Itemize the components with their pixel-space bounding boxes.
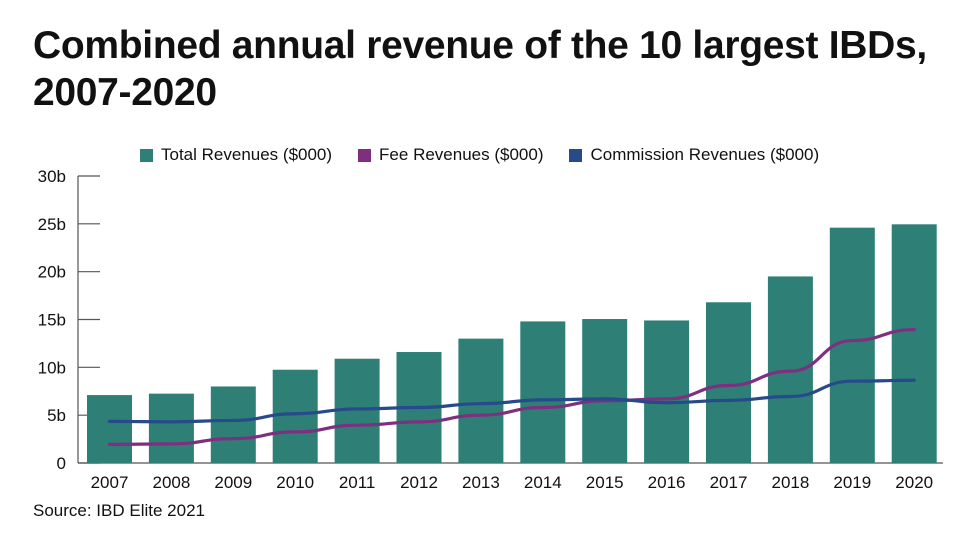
legend-item-total: Total Revenues ($000) [140, 145, 332, 165]
bar-total-2016 [644, 320, 690, 463]
legend-label-total: Total Revenues ($000) [161, 145, 333, 164]
bar-total-2009 [210, 386, 256, 463]
x-tick-label: 2009 [214, 473, 252, 492]
bar-total-2015 [582, 319, 628, 463]
x-tick-label: 2011 [339, 473, 376, 492]
x-tick-label: 2010 [276, 473, 314, 492]
x-tick-label: 2015 [586, 473, 624, 492]
x-tick-label: 2017 [710, 473, 748, 492]
x-tick-label: 2019 [833, 473, 871, 492]
x-tick-label: 2016 [648, 473, 686, 492]
bar-total-2008 [148, 393, 194, 463]
y-tick-label: 0 [57, 454, 66, 473]
line-commission [107, 378, 916, 424]
x-tick-label: 2018 [771, 473, 809, 492]
legend: Total Revenues ($000) Fee Revenues ($000… [140, 145, 819, 165]
legend-label-commission: Commission Revenues ($000) [590, 145, 820, 164]
bar-total-2010 [272, 369, 318, 463]
y-tick-label: 30b [38, 167, 66, 186]
x-tick-label: 2013 [462, 473, 500, 492]
bar-total-2013 [458, 338, 504, 463]
legend-item-commission: Commission Revenues ($000) [569, 145, 819, 165]
legend-item-fee: Fee Revenues ($000) [358, 145, 543, 165]
legend-label-fee: Fee Revenues ($000) [379, 145, 544, 164]
legend-swatch-total [140, 148, 153, 162]
y-tick-label: 10b [38, 358, 66, 377]
x-tick-label: 2014 [524, 473, 562, 492]
legend-swatch-commission [569, 148, 583, 162]
x-tick-label: 2008 [152, 473, 190, 492]
legend-swatch-fee [358, 148, 372, 162]
y-tick-label: 5b [47, 406, 66, 425]
x-tick-label: 2007 [91, 473, 129, 492]
y-tick-label: 15b [38, 311, 66, 330]
y-tick-label: 25b [38, 215, 66, 234]
bar-total-2007 [87, 395, 132, 463]
y-tick-label: 20b [38, 263, 66, 282]
chart-title: Combined annual revenue of the 10 larges… [33, 24, 927, 114]
x-tick-label: 2012 [400, 473, 438, 492]
bar-total-2020 [891, 224, 937, 463]
bar-total-2014 [520, 321, 566, 463]
x-tick-label: 2020 [895, 473, 933, 492]
source-note: Source: IBD Elite 2021 [33, 501, 205, 520]
